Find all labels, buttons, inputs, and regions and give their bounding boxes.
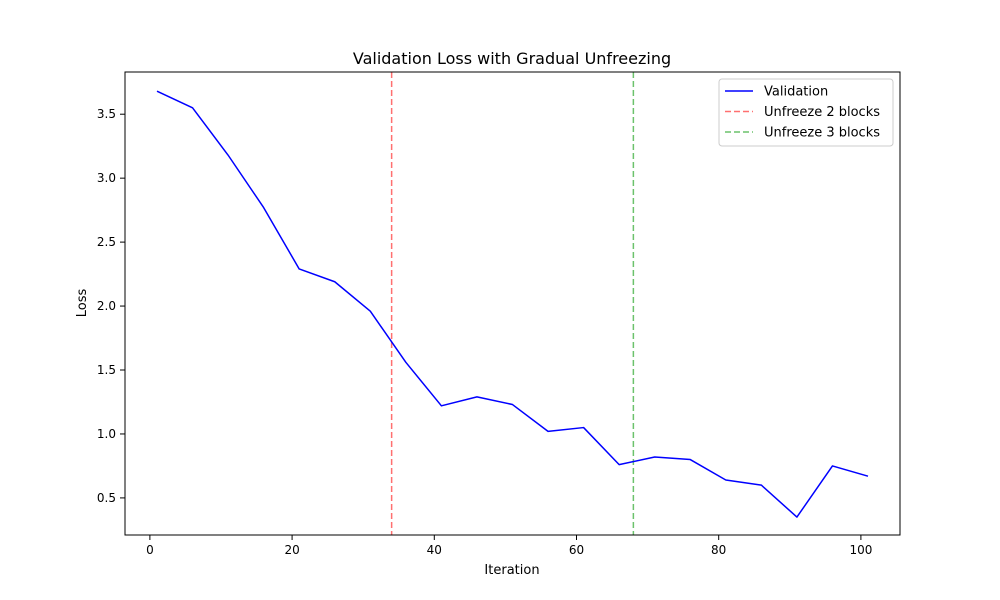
legend: Validation Unfreeze 2 blocks Unfreeze 3 bl…	[718, 78, 894, 147]
x-tick-label: 60	[569, 543, 584, 557]
plot-area	[124, 71, 901, 536]
legend-box	[718, 78, 894, 147]
series-layer	[156, 90, 869, 518]
x-tick-label: 20	[284, 543, 299, 557]
x-axis-ticks: 0 20 40 60 80 100	[146, 535, 872, 557]
y-tick-label: 1.5	[97, 363, 116, 377]
y-axis-label: Loss	[75, 289, 90, 318]
y-tick-label: 3.5	[97, 107, 116, 121]
y-tick-label: 2.5	[97, 235, 116, 249]
legend-label: Validation	[764, 85, 828, 100]
y-tick-label: 0.5	[97, 491, 116, 505]
x-tick-label: 100	[849, 543, 872, 557]
legend-label: Unfreeze 3 blocks	[764, 126, 880, 141]
vertical-lines	[390, 72, 635, 535]
y-tick-label: 3.0	[97, 171, 116, 185]
legend-label: Unfreeze 2 blocks	[764, 105, 880, 120]
chart-title: Validation Loss with Gradual Unfreezing	[353, 49, 671, 68]
plot-frame	[124, 71, 901, 536]
x-tick-label: 0	[146, 543, 154, 557]
y-tick-label: 1.0	[97, 427, 116, 441]
x-tick-label: 80	[711, 543, 726, 557]
x-tick-label: 40	[427, 543, 442, 557]
x-axis-label: Iteration	[484, 563, 539, 578]
y-axis-ticks: 0.5 1.0 1.5 2.0 2.5 3.0 3.5	[97, 107, 125, 505]
series-line-validation	[156, 90, 869, 518]
y-tick-label: 2.0	[97, 299, 116, 313]
